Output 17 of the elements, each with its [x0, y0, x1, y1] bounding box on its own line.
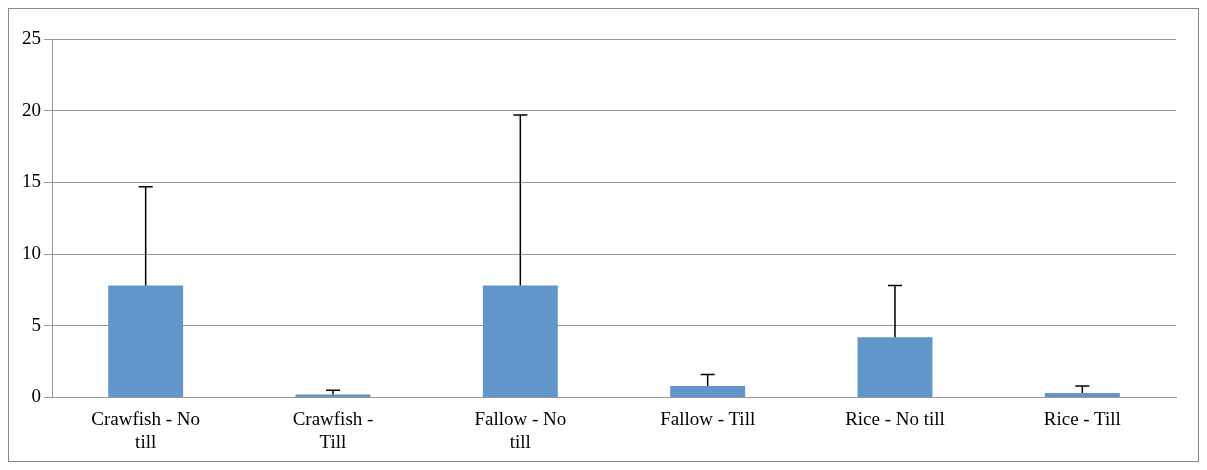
x-tick-label: Crawfish - Till [292, 407, 374, 452]
bar [670, 385, 746, 397]
bar [1044, 393, 1120, 397]
y-tick-label: 25 [22, 26, 41, 48]
y-tick-label: 15 [22, 170, 41, 192]
x-tick-label: Rice - Till [1043, 407, 1121, 429]
x-tick-label: Rice - No till [845, 407, 945, 429]
y-tick-label: 20 [22, 98, 41, 120]
bar [482, 285, 558, 397]
y-tick-label: 0 [31, 385, 41, 407]
y-tick-label: 5 [31, 313, 41, 335]
y-tick-label: 10 [22, 242, 41, 264]
x-tick-label: Crawfish - No till [91, 407, 201, 452]
bar [857, 337, 933, 397]
bar [108, 285, 184, 397]
x-tick-label: Fallow - No till [474, 407, 567, 452]
x-tick-label: Fallow - Till [660, 407, 756, 429]
